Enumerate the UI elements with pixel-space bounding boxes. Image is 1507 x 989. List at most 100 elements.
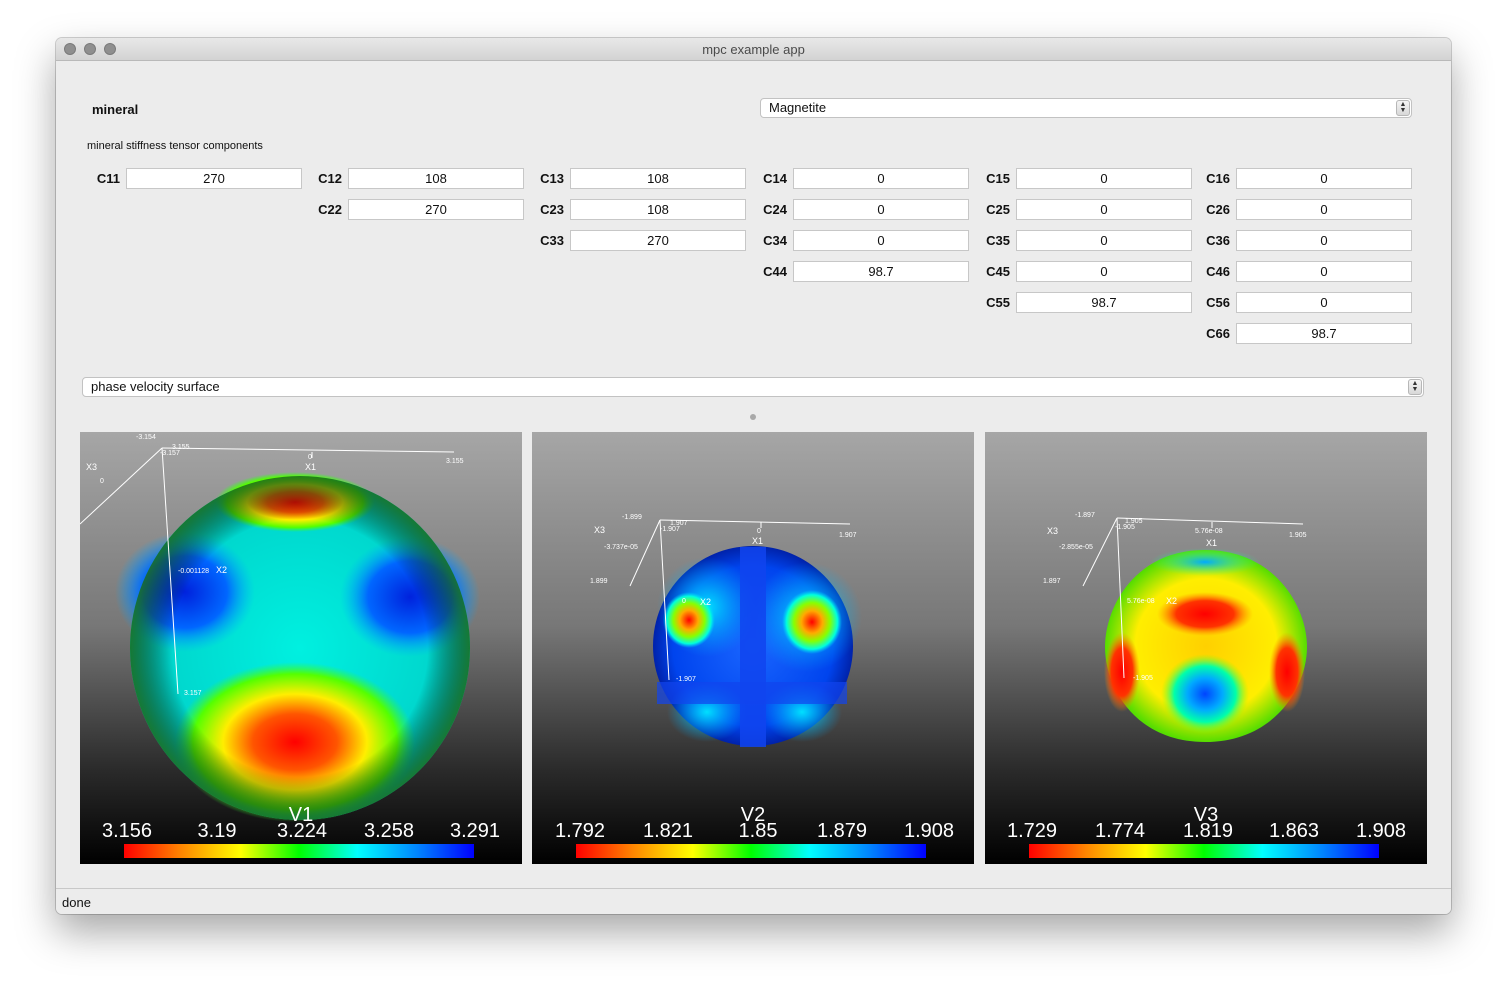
plot-v2[interactable]: -1.899 1.907 -1.907 0 1.907 -3.737e-05 0… [532, 432, 974, 864]
title-bar: mpc example app [56, 38, 1451, 61]
tensor-field-c55[interactable]: 98.7 [1016, 292, 1192, 313]
tensor-label-c46: C46 [1206, 264, 1230, 279]
tensor-field-c36[interactable]: 0 [1236, 230, 1412, 251]
tensor-field-c56[interactable]: 0 [1236, 292, 1412, 313]
tensor-label-c23: C23 [540, 202, 564, 217]
status-bar: done [56, 888, 1451, 914]
zoom-window-button[interactable] [104, 43, 116, 55]
axis-label: 1.907 [670, 520, 688, 527]
axis-label: -0.001128 [178, 568, 210, 575]
plot-v3[interactable]: -1.897 1.905 -1.905 5.76e-08 1.905 -2.85… [985, 432, 1427, 864]
splitter-handle[interactable] [750, 414, 756, 420]
axis-x3-label: X3 [594, 525, 606, 535]
tensor-section-label: mineral stiffness tensor components [87, 140, 263, 152]
tensor-field-c25[interactable]: 0 [1016, 199, 1192, 220]
minimize-window-button[interactable] [84, 43, 96, 55]
colorbar-tick: 1.908 [1355, 820, 1407, 842]
axis-label: 1.905 [1289, 532, 1307, 539]
axis-x1-label: X1 [305, 462, 317, 472]
tensor-label-c56: C56 [1206, 295, 1230, 310]
colorbar-ticks: 3.156 3.19 3.224 3.258 3.291 [80, 820, 522, 842]
tensor-field-c26[interactable]: 0 [1236, 199, 1412, 220]
colorbar-tick: 1.819 [1182, 820, 1234, 842]
colorbar-tick: 3.224 [276, 820, 328, 842]
tensor-field-c24[interactable]: 0 [793, 199, 969, 220]
tensor-field-c11[interactable]: 270 [126, 168, 302, 189]
tensor-label-c14: C14 [763, 171, 787, 186]
axis-label: -1.907 [660, 526, 680, 533]
tensor-field-c45[interactable]: 0 [1016, 261, 1192, 282]
axis-x2-label: X2 [700, 597, 712, 607]
colorbar-tick: 1.863 [1268, 820, 1320, 842]
colorbar-ticks: 1.792 1.821 1.85 1.879 1.908 [532, 820, 974, 842]
colorbar-tick: 1.792 [554, 820, 606, 842]
plot-type-select-value: phase velocity surface [91, 379, 220, 394]
axis-label: -1.899 [622, 514, 642, 521]
tensor-field-c46[interactable]: 0 [1236, 261, 1412, 282]
axis-x2-label: X2 [216, 565, 228, 575]
mineral-label: mineral [92, 102, 139, 117]
colorbar-tick: 1.908 [903, 820, 955, 842]
tensor-field-c22[interactable]: 270 [348, 199, 524, 220]
colorbar-tick: 3.258 [363, 820, 415, 842]
tensor-field-c12[interactable]: 108 [348, 168, 524, 189]
tensor-label-c26: C26 [1206, 202, 1230, 217]
tensor-field-c44[interactable]: 98.7 [793, 261, 969, 282]
axis-x1-label: X1 [1206, 538, 1218, 548]
colorbar-tick: 3.156 [101, 820, 153, 842]
chevron-updown-icon: ▲ ▼ [1408, 379, 1422, 395]
axis-label: -1.905 [1115, 524, 1135, 531]
axis-x1-label: X1 [752, 536, 764, 546]
status-text: done [62, 895, 91, 910]
tensor-label-c15: C15 [986, 171, 1010, 186]
axis-label: 1.907 [839, 532, 857, 539]
axis-label: 1.899 [590, 578, 608, 585]
colorbar-tick: 1.821 [642, 820, 694, 842]
axis-label: -3.737e-05 [604, 544, 638, 551]
mineral-select[interactable]: Magnetite ▲ ▼ [760, 98, 1412, 118]
mineral-select-value: Magnetite [769, 100, 827, 115]
tensor-label-c11: C11 [96, 171, 120, 186]
axis-label: 3.155 [172, 444, 190, 451]
axis-label: -3.154 [136, 434, 156, 441]
plot-title: V1 [288, 804, 314, 826]
tensor-field-c15[interactable]: 0 [1016, 168, 1192, 189]
tensor-label-c33: C33 [540, 233, 564, 248]
tensor-field-c16[interactable]: 0 [1236, 168, 1412, 189]
tensor-label-c34: C34 [763, 233, 787, 248]
plot-type-select[interactable]: phase velocity surface ▲ ▼ [82, 377, 1424, 397]
colorbar-tick: 3.19 [197, 820, 237, 842]
tensor-field-c33[interactable]: 270 [570, 230, 746, 251]
surface-render-v3 [1082, 517, 1307, 742]
tensor-label-c22: C22 [318, 202, 342, 217]
axis-label: 3.155 [446, 458, 464, 465]
tensor-label-c12: C12 [318, 171, 342, 186]
tensor-field-c13[interactable]: 108 [570, 168, 746, 189]
tensor-label-c55: C55 [986, 295, 1010, 310]
colorbar-tick: 1.879 [816, 820, 868, 842]
colorbar [124, 844, 474, 858]
axis-x3-label: X3 [86, 462, 98, 472]
colorbar [576, 844, 926, 858]
axis-label: 3.157 [184, 690, 202, 697]
tensor-field-c35[interactable]: 0 [1016, 230, 1192, 251]
tensor-field-c23[interactable]: 108 [570, 199, 746, 220]
tensor-field-c66[interactable]: 98.7 [1236, 323, 1412, 344]
axis-label: 0 [757, 528, 761, 535]
axis-label: 0 [682, 598, 686, 605]
colorbar-tick: 1.774 [1094, 820, 1146, 842]
tensor-label-c25: C25 [986, 202, 1010, 217]
axis-x2-label: X2 [1166, 596, 1178, 606]
app-window: mpc example app mineral Magnetite ▲ ▼ min… [56, 38, 1451, 914]
plot-v1[interactable]: -3.154 3.155 -3.157 0 3.155 0 -0.001128 … [80, 432, 522, 864]
tensor-field-c34[interactable]: 0 [793, 230, 969, 251]
colorbar-ticks: 1.729 1.774 1.819 1.863 1.908 [985, 820, 1427, 842]
axis-label: 0 [308, 454, 312, 461]
tensor-field-c14[interactable]: 0 [793, 168, 969, 189]
axis-label: 5.76e-08 [1127, 598, 1155, 605]
close-window-button[interactable] [64, 43, 76, 55]
axis-label: 5.76e-08 [1195, 528, 1223, 535]
surface-render-v2 [629, 519, 862, 747]
tensor-label-c44: C44 [763, 264, 787, 279]
axis-label: -1.897 [1075, 512, 1095, 519]
